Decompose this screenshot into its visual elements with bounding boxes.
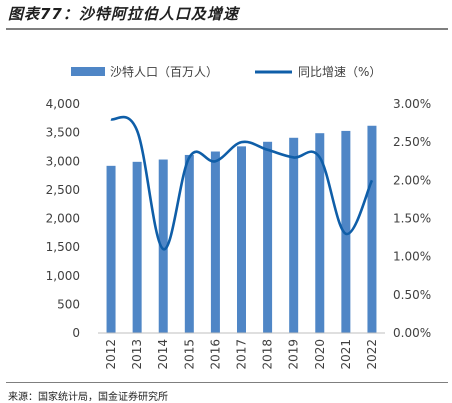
y-left-tick-label: 0 xyxy=(72,326,80,340)
x-axis: 2012 2013 2014 2015 2016 2017 2018 2019 2020 2021… xyxy=(98,333,385,370)
population-bar xyxy=(211,152,220,333)
legend-line-label: 同比增速（%） xyxy=(298,65,381,79)
x-tick-label: 2019 xyxy=(287,339,301,370)
x-tick-label: 2013 xyxy=(130,339,144,370)
y-left-tick-label: 1,000 xyxy=(46,269,80,283)
population-bar xyxy=(367,126,376,333)
y-left-tick-label: 1,500 xyxy=(46,240,80,254)
population-bar xyxy=(237,146,246,333)
x-tick-label: 2020 xyxy=(313,339,327,370)
population-bar xyxy=(289,138,298,333)
x-tick-label: 2014 xyxy=(156,339,170,370)
x-tick-label: 2015 xyxy=(182,339,196,370)
x-tick-label: 2012 xyxy=(104,339,118,370)
population-bars xyxy=(107,126,377,333)
y-right-tick-label: 2.00% xyxy=(393,173,431,187)
population-bar xyxy=(133,162,142,333)
y-left-tick-label: 2,500 xyxy=(46,183,80,197)
y-right-tick-label: 0.50% xyxy=(393,288,431,302)
legend: 沙特人口（百万人） 同比增速（%） xyxy=(71,64,381,79)
population-bar xyxy=(185,155,194,333)
x-tick-label: 2022 xyxy=(365,339,379,370)
population-bar xyxy=(263,142,272,333)
y-right-tick-label: 3.00% xyxy=(393,97,431,111)
y-right-axis: 0.00% 0.50% 1.00% 1.50% 2.00% 2.50% 3.00% xyxy=(393,97,431,340)
source-divider xyxy=(6,382,448,383)
y-right-tick-label: 1.50% xyxy=(393,212,431,226)
y-left-tick-label: 4,000 xyxy=(46,97,80,111)
legend-bar-label: 沙特人口（百万人） xyxy=(110,64,218,79)
x-tick-label: 2016 xyxy=(208,339,222,370)
y-left-axis: 0 500 1,000 1,500 2,000 2,500 3,000 3,500 4,000 xyxy=(46,97,80,340)
x-tick-label: 2021 xyxy=(339,339,353,370)
y-left-tick-label: 3,500 xyxy=(46,126,80,140)
y-right-tick-label: 1.00% xyxy=(393,250,431,264)
y-left-tick-label: 2,000 xyxy=(46,212,80,226)
legend-bar-swatch xyxy=(71,67,105,76)
x-tick-label: 2018 xyxy=(261,339,275,370)
y-right-tick-label: 2.50% xyxy=(393,135,431,149)
y-left-tick-label: 3,000 xyxy=(46,154,80,168)
y-right-tick-label: 0.00% xyxy=(393,326,431,340)
source-note: 来源：国家统计局，国金证券研究所 xyxy=(8,388,168,403)
x-tick-label: 2017 xyxy=(235,339,249,370)
y-left-tick-label: 500 xyxy=(57,297,80,311)
population-bar xyxy=(107,166,116,333)
